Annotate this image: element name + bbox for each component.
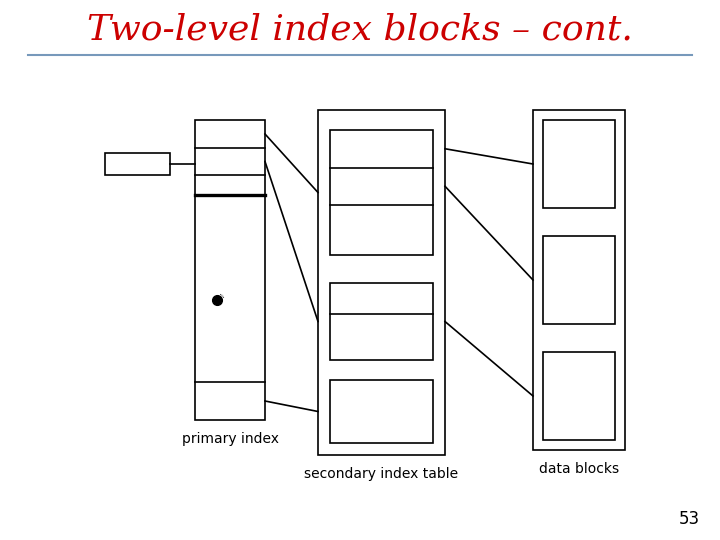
Text: secondary index table: secondary index table (305, 467, 459, 481)
Bar (105, 153, 170, 175)
Bar (533, 110, 625, 450)
Bar (195, 120, 265, 420)
Bar (318, 110, 445, 455)
Bar (543, 120, 615, 208)
Text: 53: 53 (679, 510, 700, 528)
Bar (330, 380, 433, 443)
Text: data blocks: data blocks (539, 462, 619, 476)
Bar (543, 236, 615, 324)
Bar (330, 130, 433, 255)
Text: primary index: primary index (181, 432, 279, 446)
Text: Two-level index blocks – cont.: Two-level index blocks – cont. (87, 13, 633, 47)
Bar (543, 352, 615, 440)
Bar (330, 283, 433, 360)
